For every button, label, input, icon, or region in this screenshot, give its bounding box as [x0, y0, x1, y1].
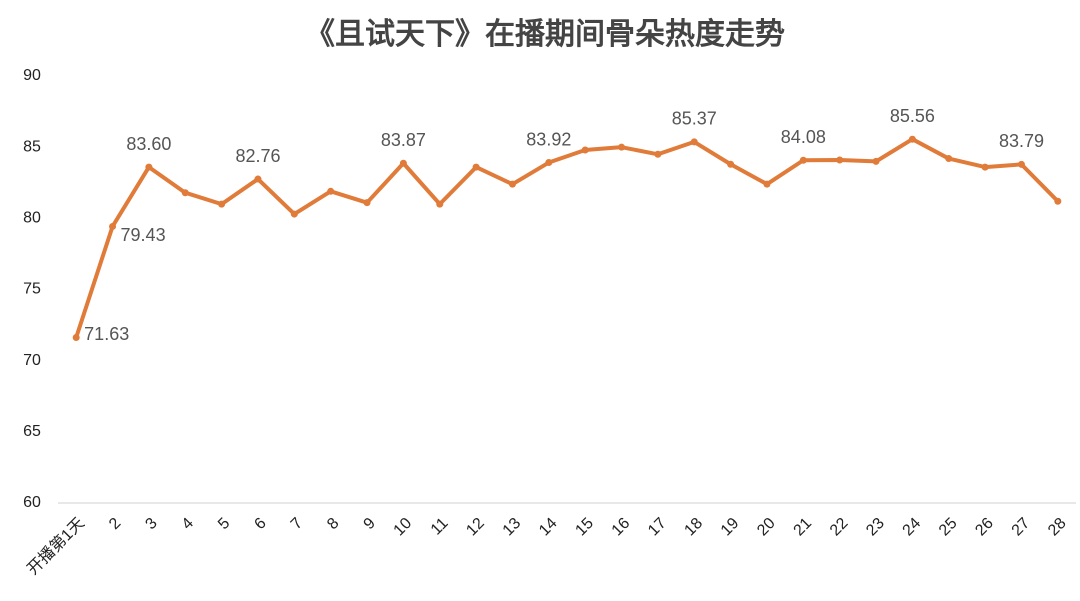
value-label: 85.56	[890, 106, 935, 126]
data-point	[618, 143, 626, 151]
data-point	[72, 333, 80, 341]
data-point	[508, 180, 516, 188]
data-point	[763, 180, 771, 188]
data-point	[254, 175, 262, 183]
x-tick-label: 16	[609, 515, 634, 540]
x-tick-label: 28	[1045, 515, 1070, 540]
x-tick-label: 18	[681, 515, 706, 540]
data-point	[690, 138, 698, 146]
x-tick-label: 9	[361, 515, 379, 533]
data-point	[945, 155, 953, 163]
data-point	[727, 160, 735, 168]
x-tick-label: 26	[972, 515, 997, 540]
data-point	[327, 187, 335, 195]
data-point	[399, 159, 407, 167]
value-label: 71.63	[84, 324, 129, 344]
data-point	[1017, 160, 1025, 168]
value-label: 82.76	[235, 146, 280, 166]
data-point	[472, 163, 480, 171]
x-tick-label: 27	[1009, 515, 1034, 540]
x-tick-label: 19	[718, 515, 743, 540]
value-label: 85.37	[672, 109, 717, 129]
x-tick-label: 23	[863, 515, 888, 540]
x-tick-label: 11	[428, 515, 452, 539]
x-tick-label: 13	[500, 515, 525, 540]
data-point	[181, 189, 189, 197]
data-point	[436, 200, 444, 208]
chart-title: 《且试天下》在播期间骨朵热度走势	[305, 18, 785, 51]
value-label: 79.43	[121, 225, 166, 245]
x-tick-label: 20	[754, 515, 779, 540]
x-tick-label: 8	[324, 515, 342, 533]
y-tick-label: 65	[23, 423, 41, 440]
y-tick-label: 80	[23, 210, 41, 227]
data-point	[581, 146, 589, 154]
data-line	[74, 137, 1060, 339]
x-tick-label: 12	[463, 515, 488, 540]
data-point	[908, 135, 916, 143]
x-tick-label: 开播第1天	[24, 514, 88, 578]
data-point	[145, 163, 153, 171]
value-label: 83.87	[381, 130, 426, 150]
data-point	[799, 156, 807, 164]
data-point	[836, 156, 844, 164]
value-label: 83.92	[526, 129, 571, 149]
x-tick-label: 17	[645, 515, 670, 540]
x-tick-label: 15	[572, 515, 597, 540]
x-tick-label: 14	[536, 515, 561, 540]
y-tick-label: 60	[23, 494, 41, 511]
y-tick-label: 70	[23, 352, 41, 369]
x-tick-label: 22	[827, 515, 852, 540]
data-point	[545, 159, 553, 167]
value-label: 83.60	[126, 134, 171, 154]
y-tick-label: 90	[23, 67, 41, 84]
x-tick-label: 5	[215, 515, 233, 533]
x-tick-label: 10	[391, 515, 416, 540]
y-tick-label: 75	[23, 281, 41, 298]
x-tick-label: 4	[179, 515, 197, 533]
x-tick-label: 25	[936, 515, 961, 540]
data-point	[981, 163, 989, 171]
value-label: 84.08	[781, 127, 826, 147]
data-point	[654, 150, 662, 158]
x-tick-label: 2	[106, 515, 124, 533]
x-tick-label: 7	[288, 515, 306, 533]
data-point	[872, 157, 880, 165]
data-point	[1054, 197, 1062, 205]
data-point	[290, 210, 298, 218]
value-label: 83.79	[999, 131, 1044, 151]
data-point	[109, 222, 117, 230]
x-tick-label: 6	[251, 515, 269, 533]
data-point	[218, 200, 226, 208]
data-point	[363, 199, 371, 207]
x-tick-label: 3	[142, 515, 160, 533]
y-tick-label: 85	[23, 138, 41, 155]
x-tick-label: 21	[791, 515, 816, 540]
x-tick-label: 24	[900, 515, 925, 540]
